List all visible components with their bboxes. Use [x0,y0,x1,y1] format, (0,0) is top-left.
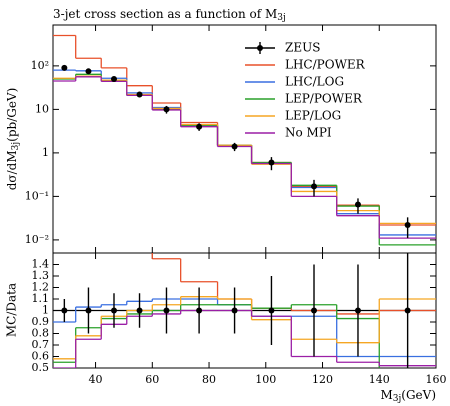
data-point [404,307,411,314]
ratio-y-axis-label: MC/Data [5,283,19,337]
y-tick-label: 0.9 [32,315,50,328]
data-point [136,307,143,314]
y-tick-label: 10 [35,102,49,115]
legend-label: ZEUS [285,41,320,55]
y-tick-label: 1.2 [32,281,50,294]
y-tick-label: 10⁻² [25,233,49,246]
plot-frame [52,24,437,254]
data-point [231,143,238,150]
y-tick-label: 0.7 [32,338,50,351]
data-point [136,91,143,98]
data-point [268,159,275,166]
data-point [85,68,92,75]
data-point [311,307,318,314]
legend-label: No MPI [285,126,332,140]
data-point [196,307,203,314]
x-tick-label: 80 [202,373,216,386]
y-tick-label: 0.5 [32,361,50,374]
x-tick-label: 120 [312,373,333,386]
y-tick-label: 1.4 [32,258,50,271]
x-tick-label: 40 [89,373,103,386]
x-tick-label: 60 [145,373,159,386]
plot-area [53,253,436,368]
chart-title: 3-jet cross section as a function of M3j [53,7,286,23]
y-tick-label: 0.8 [32,327,50,340]
x-axis-label: M3j(GeV) [380,388,436,404]
y-axis-label: dσ/dM3j(pb/GeV) [5,88,21,191]
legend-label: LEP/LOG [285,109,341,123]
data-point [110,75,117,82]
data-point [85,307,92,314]
legend-label: LHC/LOG [285,75,344,89]
y-tick-label: 1 [42,146,49,159]
x-tick-label: 100 [255,373,276,386]
legend-swatch [257,45,263,51]
data-point [268,307,275,314]
legend-label: LHC/POWER [285,58,366,72]
data-point [110,307,117,314]
y-tick-label: 0.6 [32,350,50,363]
data-point [163,307,170,314]
legend-label: LEP/POWER [285,92,363,106]
y-tick-label: 1.1 [32,292,50,305]
y-tick-label: 1 [42,304,49,317]
data-point [354,307,361,314]
x-tick-label: 160 [426,373,447,386]
data-point [311,183,318,190]
data-point [354,201,361,208]
y-tick-label: 1.3 [32,269,50,282]
y-tick-label: 10⁻¹ [25,189,49,202]
data-point [61,307,68,314]
data-point [231,307,238,314]
plot-area [53,34,436,246]
x-tick-label: 140 [369,373,390,386]
data-point [196,123,203,130]
data-point [404,222,411,229]
data-point [163,106,170,113]
y-tick-label: 10² [31,59,49,72]
data-point [61,64,68,71]
